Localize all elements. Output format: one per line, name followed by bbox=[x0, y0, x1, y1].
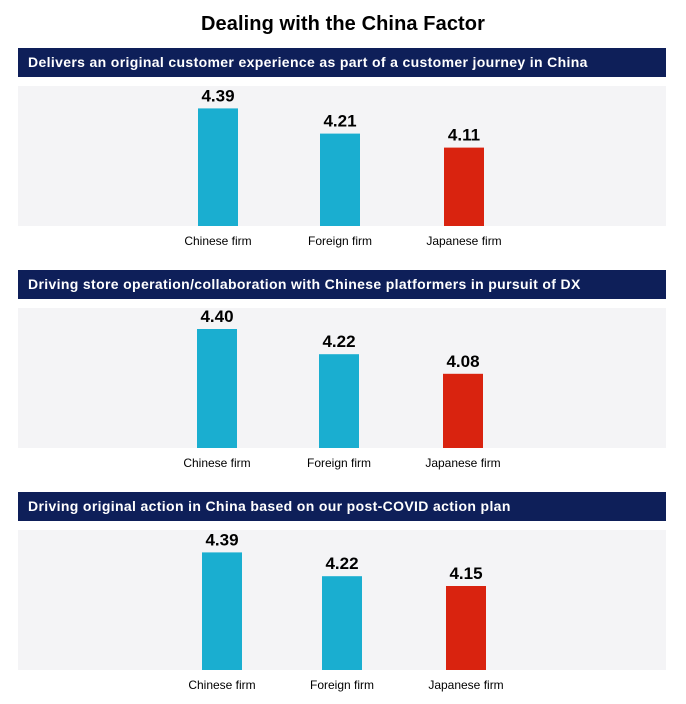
chart-2-bar-japanese-firm bbox=[443, 373, 483, 448]
chart-3-value-label-chinese-firm: 4.39 bbox=[205, 530, 238, 549]
chart-panel-3: Driving original action in China based o… bbox=[18, 492, 666, 702]
chart-1-bar-japanese-firm bbox=[444, 147, 484, 226]
chart-1-svg: 4.39 Chinese firm 4.21 Foreign firm 4.11 Japa… bbox=[184, 86, 501, 248]
chart-1-bar-chinese-firm bbox=[198, 108, 238, 226]
chart-3-value-label-foreign-firm: 4.22 bbox=[325, 554, 358, 573]
chart-1-category-label-foreign-firm: Foreign firm bbox=[308, 234, 372, 248]
chart-2-svg: 4.40 Chinese firm 4.22 Foreign firm 4.08 Japa… bbox=[183, 307, 500, 470]
chart-1-bar-foreign-firm bbox=[320, 133, 360, 226]
chart-panel-2: Driving store operation/collaboration wi… bbox=[18, 270, 666, 480]
chart-1-value-label-japanese-firm: 4.11 bbox=[448, 126, 480, 145]
chart-2-category-label-foreign-firm: Foreign firm bbox=[307, 456, 371, 470]
chart-3-value-label-japanese-firm: 4.15 bbox=[449, 564, 482, 583]
chart-3-svg: 4.39 Chinese firm 4.22 Foreign firm 4.15 Japa… bbox=[188, 530, 503, 692]
chart-2-title: Driving store operation/collaboration wi… bbox=[18, 270, 666, 299]
chart-1-title: Delivers an original customer experience… bbox=[18, 48, 666, 77]
chart-2-bar-foreign-firm bbox=[319, 354, 359, 448]
chart-2-bar-chinese-firm bbox=[197, 329, 237, 448]
chart-1-value-label-chinese-firm: 4.39 bbox=[201, 86, 234, 105]
chart-1-category-label-chinese-firm: Chinese firm bbox=[184, 234, 251, 248]
chart-2-value-label-japanese-firm: 4.08 bbox=[446, 352, 479, 371]
chart-2-value-label-chinese-firm: 4.40 bbox=[200, 307, 233, 326]
chart-3-title: Driving original action in China based o… bbox=[18, 492, 666, 521]
page-title: Dealing with the China Factor bbox=[200, 13, 486, 35]
chart-3-category-label-japanese-firm: Japanese firm bbox=[428, 678, 503, 692]
chart-2-category-label-japanese-firm: Japanese firm bbox=[425, 456, 500, 470]
chart-3-category-label-chinese-firm: Chinese firm bbox=[188, 678, 255, 692]
chart-3-category-label-foreign-firm: Foreign firm bbox=[310, 678, 374, 692]
chart-3-bar-chinese-firm bbox=[202, 552, 242, 670]
chart-1-category-label-japanese-firm: Japanese firm bbox=[426, 234, 501, 248]
chart-3-bar-foreign-firm bbox=[322, 576, 362, 670]
chart-3-bar-japanese-firm bbox=[446, 586, 486, 670]
chart-panel-1: Delivers an original customer experience… bbox=[18, 48, 666, 258]
chart-2-value-label-foreign-firm: 4.22 bbox=[322, 332, 355, 351]
chart-2-category-label-chinese-firm: Chinese firm bbox=[183, 456, 250, 470]
chart-1-value-label-foreign-firm: 4.21 bbox=[323, 112, 356, 131]
